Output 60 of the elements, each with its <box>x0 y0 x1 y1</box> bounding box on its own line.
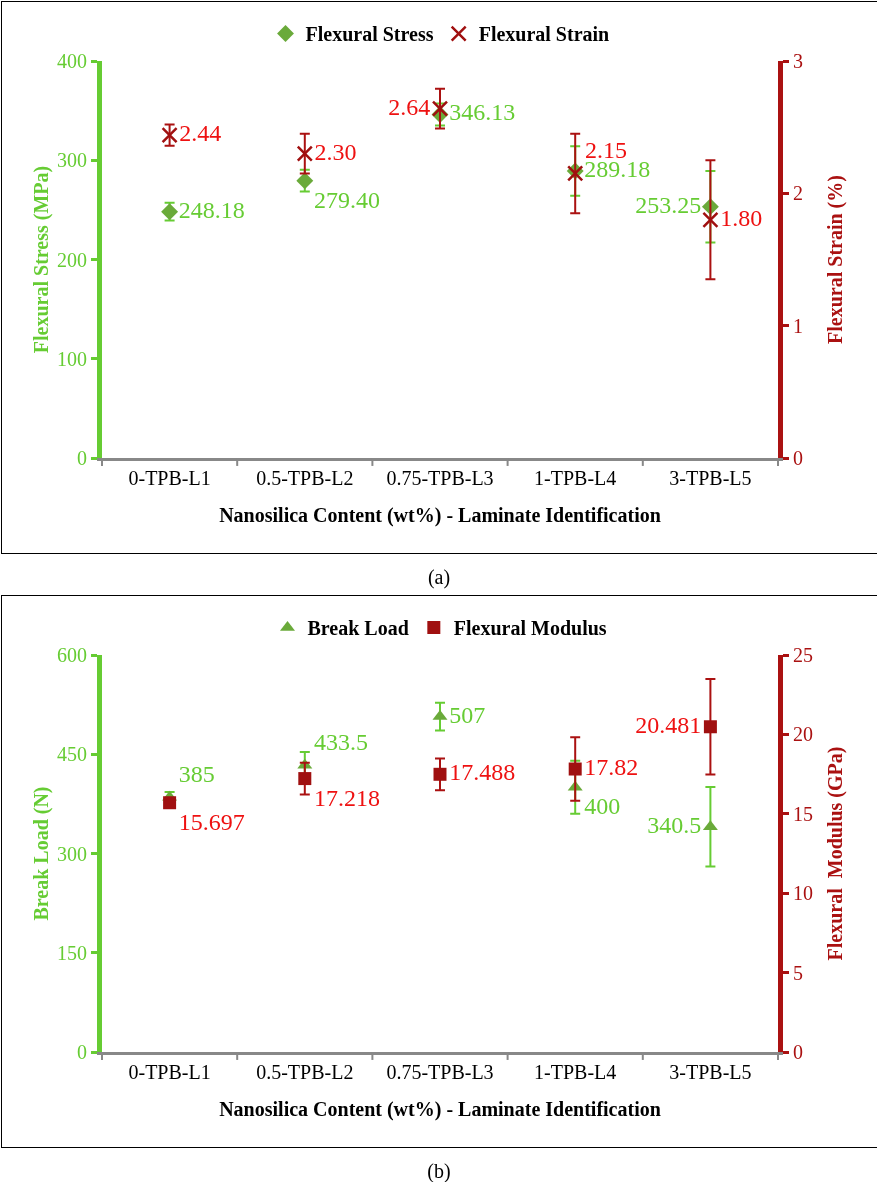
y2-axis-title: Flexural Strain (%) <box>824 175 847 344</box>
data-label: 340.5 <box>647 811 702 838</box>
text: (b) <box>427 1160 451 1182</box>
x-tick-label: 3-TPB-L5 <box>669 1061 752 1083</box>
y-tick-label: 100 <box>57 347 87 370</box>
data-label: 1.80 <box>720 204 763 231</box>
data-label: 346.13 <box>449 99 516 126</box>
x-tick-label: 0-TPB-L1 <box>128 1061 211 1083</box>
data-label: 2.30 <box>314 138 357 165</box>
y-tick-label: 600 <box>57 644 87 666</box>
y2-tick-label: 5 <box>793 961 803 984</box>
y-tick-label: 0 <box>77 1041 87 1063</box>
data-label: 253.25 <box>635 191 702 218</box>
x-tick-label: 1-TPB-L4 <box>534 467 617 489</box>
y2-tick-label: 20 <box>793 723 813 746</box>
y2-tick-label: 2 <box>793 182 803 205</box>
y2-tick-label: 0 <box>793 447 803 469</box>
data-label: 17.488 <box>449 759 516 786</box>
y2-tick-label: 1 <box>793 314 803 337</box>
y-tick-label: 450 <box>57 743 87 766</box>
x-axis-title: Nanosilica Content (wt%) - Laminate Identification <box>219 503 661 527</box>
x-tick-label: 1-TPB-L4 <box>534 1061 617 1083</box>
x-tick-label: 3-TPB-L5 <box>669 467 752 489</box>
data-label: 248.18 <box>178 196 245 223</box>
y-axis-title: Flexural Stress (MPa) <box>30 165 53 354</box>
y-tick-label: 200 <box>57 248 87 271</box>
legend-label: Break Load <box>307 617 409 640</box>
data-label: 17.218 <box>313 784 380 811</box>
y-tick-label: 400 <box>57 50 87 72</box>
data-label: 17.82 <box>584 754 639 781</box>
y2-tick-label: 15 <box>793 802 813 825</box>
data-label: 385 <box>178 761 215 788</box>
data-label: 2.64 <box>388 93 431 120</box>
data-label: 15.697 <box>178 808 245 835</box>
y2-tick-label: 10 <box>793 882 813 905</box>
x-axis-title: Nanosilica Content (wt%) - Laminate Identification <box>219 1097 661 1121</box>
data-label: 507 <box>449 701 486 728</box>
y-tick-label: 300 <box>57 842 87 865</box>
text: (a) <box>427 566 451 588</box>
data-label: 433.5 <box>313 729 368 756</box>
y2-tick-label: 0 <box>793 1041 803 1063</box>
y-axis-title: Break Load (N) <box>30 786 53 921</box>
legend-label: Flexural Stress <box>305 23 434 46</box>
data-label: 20.481 <box>635 711 702 738</box>
y2-tick-label: 25 <box>793 644 813 666</box>
x-tick-label: 0.5-TPB-L2 <box>256 467 354 489</box>
y-tick-label: 0 <box>77 447 87 469</box>
y2-axis-title: Flexural Modulus (GPa) <box>824 746 847 961</box>
x-tick-label: 0-TPB-L1 <box>128 467 211 489</box>
y-tick-label: 300 <box>57 149 87 172</box>
y-tick-label: 150 <box>57 941 87 964</box>
x-tick-label: 0.75-TPB-L3 <box>386 1061 494 1083</box>
data-label: 400 <box>584 793 621 820</box>
y2-tick-label: 3 <box>793 50 803 72</box>
legend-label: Flexural Strain <box>478 23 610 46</box>
x-tick-label: 0.5-TPB-L2 <box>256 1061 354 1083</box>
data-label: 2.44 <box>179 120 222 147</box>
data-label: 279.40 <box>313 186 380 213</box>
legend-label: Flexural Modulus <box>453 617 607 640</box>
x-tick-label: 0.75-TPB-L3 <box>386 467 494 489</box>
